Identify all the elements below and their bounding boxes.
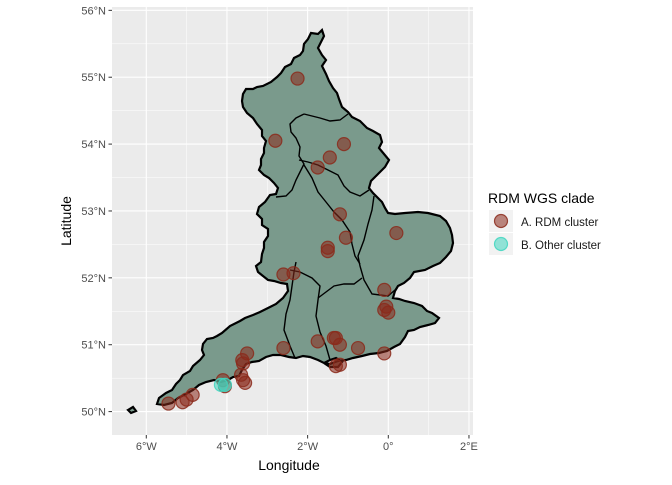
x-axis-title: Longitude [258,457,320,473]
x-tick-label: 6°W [136,441,158,453]
point-rdm-cluster [276,340,291,356]
legend-label-a: A. RDM cluster [521,217,598,229]
y-tick-label: 55°N [81,72,106,84]
point-rdm-cluster [235,356,251,371]
point-other-cluster [217,377,233,392]
region-border [303,113,349,122]
y-axis-title: Latitude [58,196,74,246]
legend-entry: A. RDM cluster [489,210,598,232]
point-rdm-cluster [310,160,325,175]
point-rdm-cluster [286,266,301,281]
point-rdm-cluster [336,136,352,152]
point-rdm-cluster [310,334,325,349]
legend-key-b [493,236,509,252]
region-border [298,159,370,197]
y-axis: 50°N 51°N 52°N 53°N 54°N 55°N 56°N [81,5,112,419]
point-rdm-cluster [377,282,392,297]
x-tick-label: 2°W [297,441,319,453]
point-rdm-cluster [322,150,337,165]
y-tick-label: 50°N [81,407,106,419]
point-rdm-cluster [328,359,343,374]
y-tick-label: 56°N [81,5,106,17]
x-axis: 6°W 4°W 2°W 0° 2°E [136,435,478,453]
point-rdm-cluster [290,71,305,86]
y-tick-label: 51°N [81,340,106,352]
points-layer [161,71,404,411]
x-tick-label: 4°W [217,441,239,453]
point-rdm-cluster [175,395,190,410]
region-border [275,113,305,198]
legend-label-b: B. Other cluster [521,240,601,252]
y-tick-label: 53°N [81,206,106,218]
y-tick-label: 54°N [81,139,106,151]
x-tick-label: 0° [383,441,394,453]
point-rdm-cluster [332,337,347,352]
point-rdm-cluster [381,305,396,320]
point-rdm-cluster [338,230,354,245]
legend: RDM WGS clade A. RDM cluster B. Other cl… [488,190,601,255]
point-rdm-cluster [377,346,392,361]
y-tick-label: 52°N [81,273,106,285]
point-rdm-cluster [320,243,335,259]
legend-key-a [493,213,509,229]
x-tick-label: 2°E [460,441,478,453]
legend-title: RDM WGS clade [488,190,595,206]
point-rdm-cluster [350,340,366,356]
point-rdm-cluster [238,375,253,390]
point-rdm-cluster [268,133,283,148]
region-border [317,277,363,299]
point-rdm-cluster [332,207,347,222]
legend-entry: B. Other cluster [489,233,601,255]
point-rdm-cluster [389,225,404,241]
point-rdm-cluster [161,396,176,411]
